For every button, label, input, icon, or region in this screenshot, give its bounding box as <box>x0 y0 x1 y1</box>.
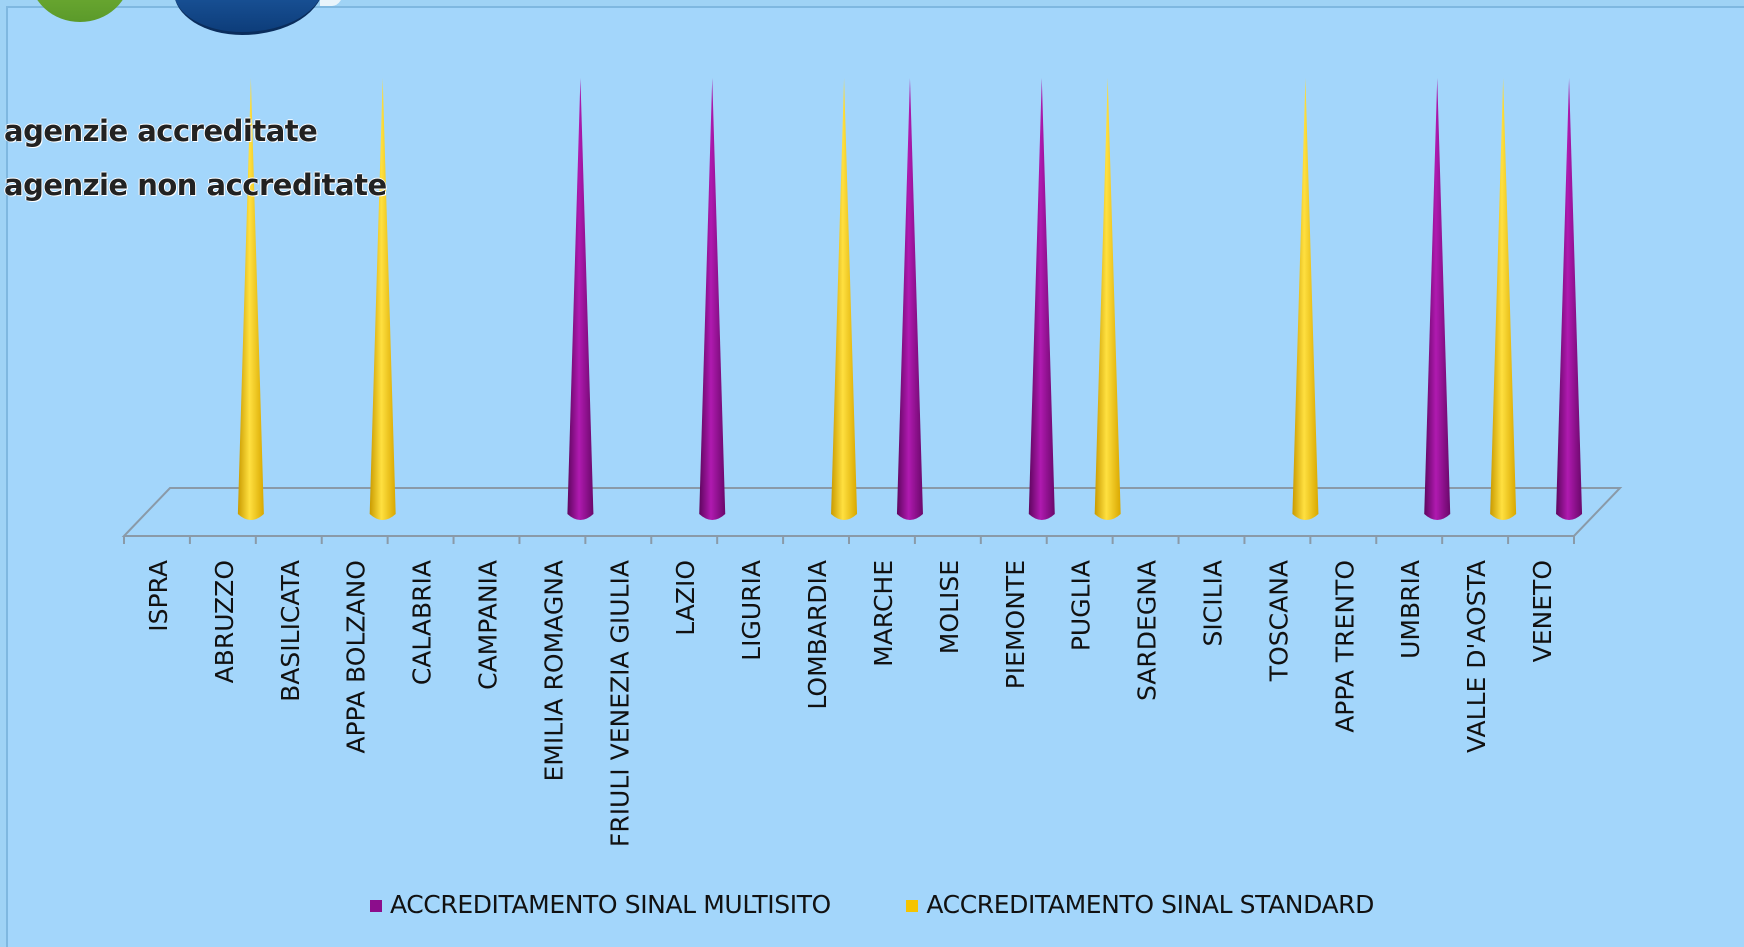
cone-standard-20 <box>1490 78 1517 520</box>
x-label: BASILICATA <box>276 560 305 702</box>
x-axis <box>123 536 1575 544</box>
cone-standard-14 <box>1094 78 1121 520</box>
cone-multisito-6 <box>567 78 594 520</box>
cone-multisito-21 <box>1556 78 1583 520</box>
legend-swatch-standard <box>906 900 919 912</box>
cone-standard-17 <box>1292 78 1319 520</box>
annotation-accredited: agenzie accreditate <box>4 114 318 148</box>
legend-item-standard: ACCREDITAMENTO SINAL STANDARD <box>906 890 1374 919</box>
x-label: LAZIO <box>671 560 700 636</box>
x-label: PIEMONTE <box>1001 560 1030 689</box>
legend-label-standard: ACCREDITAMENTO SINAL STANDARD <box>926 890 1375 919</box>
chart-series <box>237 78 1583 520</box>
annotation-text: agenzie accreditate agenzie non accredit… <box>4 104 387 212</box>
annotation-not-accredited: agenzie non accreditate <box>4 168 387 202</box>
logo-white-shape <box>320 0 344 6</box>
x-label: SARDEGNA <box>1133 560 1162 701</box>
cone-standard-10 <box>831 78 858 520</box>
x-label: FRIULI VENEZIA GIULIA <box>605 560 634 847</box>
x-label: ISPRA <box>144 560 173 632</box>
legend-label-multisito: ACCREDITAMENTO SINAL MULTISITO <box>389 890 831 919</box>
x-label: MARCHE <box>869 560 898 667</box>
x-label: TOSCANA <box>1264 560 1293 682</box>
x-label: MOLISE <box>935 560 964 654</box>
x-label: VALLE D'AOSTA <box>1462 560 1491 753</box>
x-label: LOMBARDIA <box>803 560 832 710</box>
cone-multisito-19 <box>1424 78 1451 520</box>
cone-multisito-11 <box>896 78 923 520</box>
chart-floor <box>121 487 1623 537</box>
x-label: ABRUZZO <box>210 560 239 683</box>
x-label: CALABRIA <box>408 560 437 685</box>
cone-multisito-13 <box>1028 78 1055 520</box>
x-label: VENETO <box>1528 560 1557 662</box>
x-label: APPA BOLZANO <box>342 560 371 754</box>
x-label: LIGURIA <box>737 560 766 661</box>
legend-swatch-multisito <box>369 900 382 912</box>
chart-area <box>6 6 1744 947</box>
x-label: APPA TRENTO <box>1330 560 1359 733</box>
legend: ACCREDITAMENTO SINAL MULTISITO ACCREDITA… <box>0 890 1744 919</box>
floor-plane <box>121 487 1623 537</box>
cone-multisito-8 <box>699 78 726 520</box>
x-label: UMBRIA <box>1396 560 1425 659</box>
x-label: PUGLIA <box>1067 560 1096 651</box>
x-label: SICILIA <box>1199 560 1228 646</box>
x-label: CAMPANIA <box>474 560 503 690</box>
x-axis-labels: ISPRA ABRUZZO BASILICATA APPA BOLZANO CALABR… <box>144 560 1557 847</box>
cone-standard-1 <box>237 78 264 520</box>
cone-standard-3 <box>369 78 396 520</box>
x-label: EMILIA ROMAGNA <box>539 560 568 782</box>
legend-item-multisito: ACCREDITAMENTO SINAL MULTISITO <box>369 890 831 919</box>
